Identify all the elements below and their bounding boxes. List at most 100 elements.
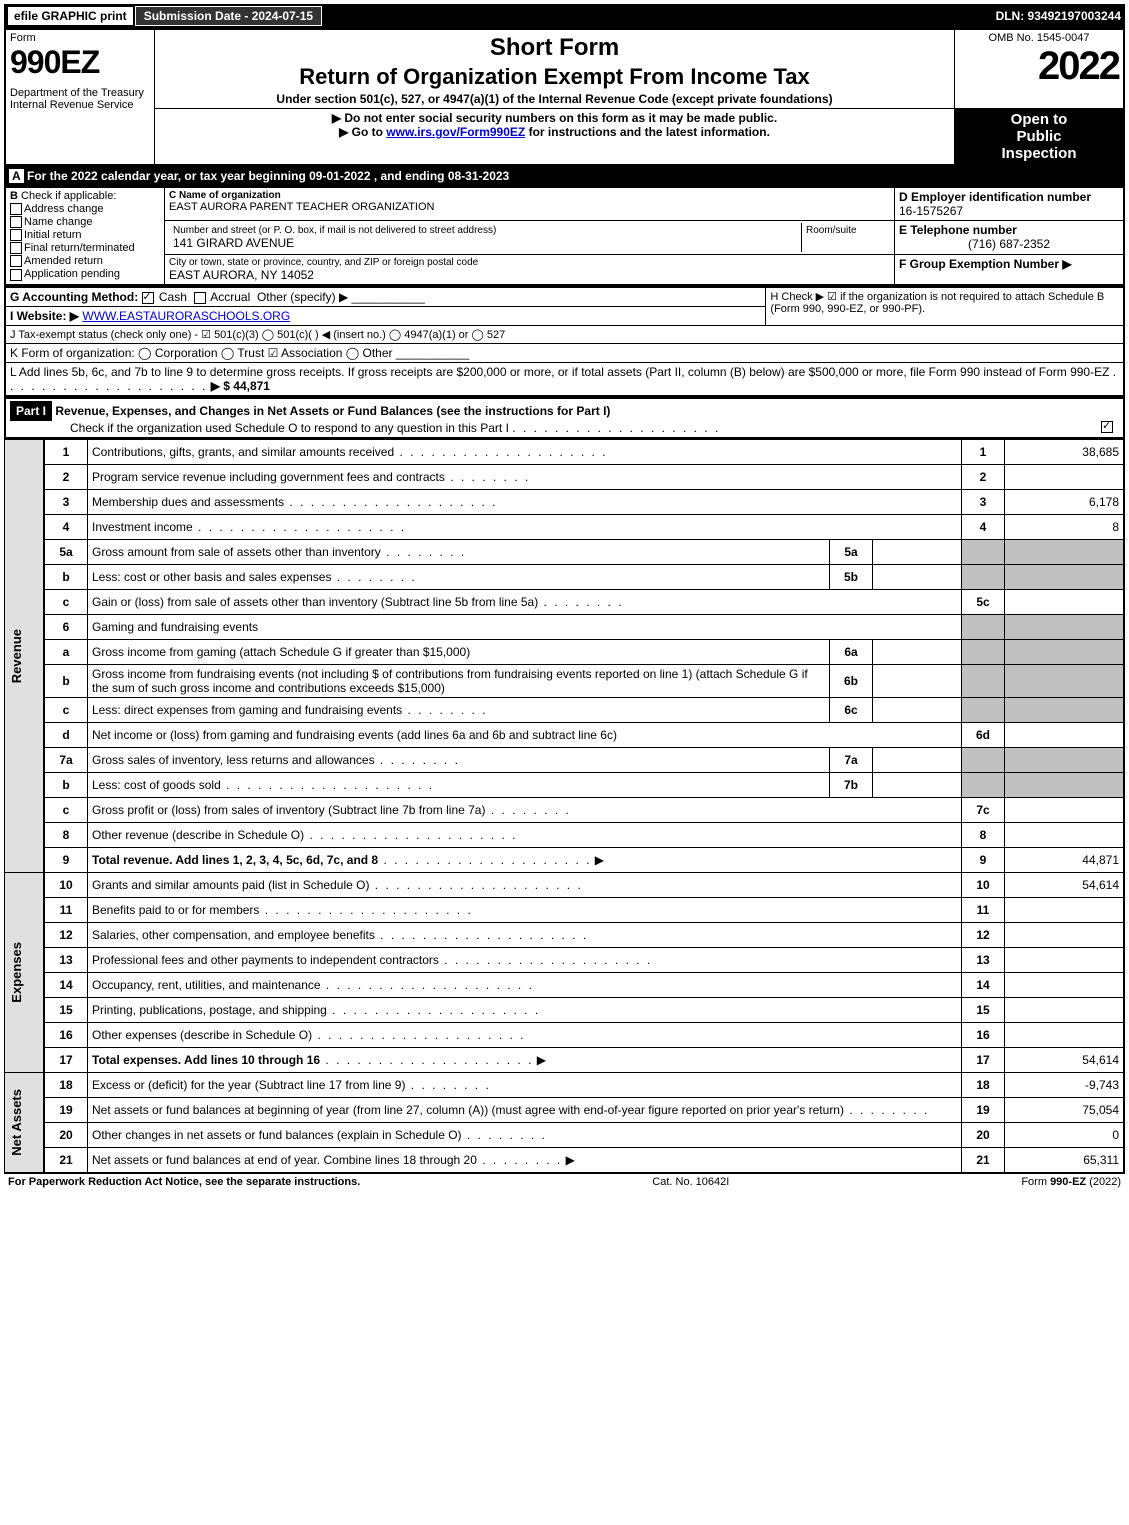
- line-6c-num: c: [44, 698, 88, 723]
- form-word: Form: [10, 32, 150, 44]
- cb-name-change[interactable]: [10, 216, 22, 228]
- line-7b-num: b: [44, 773, 88, 798]
- cb-initial-return[interactable]: [10, 229, 22, 241]
- line-7a-subval: [873, 748, 962, 773]
- line-18-num: 18: [44, 1073, 88, 1098]
- section-h-text: H Check ▶ ☑ if the organization is not r…: [770, 291, 1104, 315]
- cb-cash[interactable]: [142, 292, 154, 304]
- line-7a-sub: 7a: [830, 748, 873, 773]
- ghijkl-block: G Accounting Method: Cash Accrual Other …: [4, 286, 1125, 397]
- line-6b-sub: 6b: [830, 665, 873, 698]
- line-5c-num: c: [44, 590, 88, 615]
- footer: For Paperwork Reduction Act Notice, see …: [4, 1173, 1125, 1190]
- open-public-1: Open to: [959, 111, 1119, 128]
- line-6d-rnum: 6d: [962, 723, 1005, 748]
- cb-part1-schedule-o[interactable]: [1101, 421, 1113, 433]
- section-l-amount: ▶ $ 44,871: [211, 379, 270, 393]
- line-7a-rnum-grey: [962, 748, 1005, 773]
- line-13-num: 13: [44, 948, 88, 973]
- cb-application-pending-label: Application pending: [24, 268, 120, 280]
- line-2-desc: Program service revenue including govern…: [92, 470, 445, 484]
- ein-value: 16-1575267: [899, 204, 963, 218]
- cb-address-change-label: Address change: [24, 203, 104, 215]
- line-5b-subval: [873, 565, 962, 590]
- revenue-side-label: Revenue: [9, 629, 24, 683]
- line-11-desc: Benefits paid to or for members: [92, 903, 259, 917]
- part1-label: Part I: [10, 401, 52, 421]
- line-4-val: 8: [1005, 515, 1125, 540]
- efile-print-label[interactable]: efile GRAPHIC print: [8, 7, 133, 25]
- line-2-rnum: 2: [962, 465, 1005, 490]
- note-goto-pre: Go to: [352, 125, 387, 139]
- cb-amended-return[interactable]: [10, 255, 22, 267]
- line-3-num: 3: [44, 490, 88, 515]
- line-6-val-grey: [1005, 615, 1125, 640]
- subtitle: Under section 501(c), 527, or 4947(a)(1)…: [159, 92, 950, 106]
- room-label: Room/suite: [806, 225, 886, 236]
- line-8-desc: Other revenue (describe in Schedule O): [92, 828, 304, 842]
- part1-title: Revenue, Expenses, and Changes in Net As…: [55, 404, 610, 418]
- expenses-side-label: Expenses: [9, 942, 24, 1003]
- line-12-desc: Salaries, other compensation, and employ…: [92, 928, 375, 942]
- line-20-num: 20: [44, 1123, 88, 1148]
- section-g-label: G Accounting Method:: [10, 290, 138, 304]
- line-6c-sub: 6c: [830, 698, 873, 723]
- line-21-rnum: 21: [962, 1148, 1005, 1173]
- cb-final-return[interactable]: [10, 242, 22, 254]
- note-ssn: Do not enter social security numbers on …: [159, 111, 950, 125]
- cb-accrual[interactable]: [194, 292, 206, 304]
- line-5b-num: b: [44, 565, 88, 590]
- line-3-rnum: 3: [962, 490, 1005, 515]
- line-6-num: 6: [44, 615, 88, 640]
- line-5c-val: [1005, 590, 1125, 615]
- line-13-desc: Professional fees and other payments to …: [92, 953, 439, 967]
- line-9-num: 9: [44, 848, 88, 873]
- line-9-val: 44,871: [1005, 848, 1125, 873]
- footer-right-post: (2022): [1086, 1176, 1121, 1188]
- line-11-val: [1005, 898, 1125, 923]
- cb-application-pending[interactable]: [10, 269, 22, 281]
- line-6c-rnum-grey: [962, 698, 1005, 723]
- cb-address-change[interactable]: [10, 203, 22, 215]
- line-3-val: 6,178: [1005, 490, 1125, 515]
- line-3-desc: Membership dues and assessments: [92, 495, 284, 509]
- line-13-val: [1005, 948, 1125, 973]
- cb-final-return-label: Final return/terminated: [24, 242, 135, 254]
- section-a-text: For the 2022 calendar year, or tax year …: [27, 169, 509, 183]
- line-21-desc: Net assets or fund balances at end of ye…: [92, 1153, 477, 1167]
- website-link[interactable]: WWW.EASTAURORASCHOOLS.ORG: [82, 309, 290, 323]
- line-10-val: 54,614: [1005, 873, 1125, 898]
- open-public-3: Inspection: [959, 145, 1119, 162]
- line-6-desc: Gaming and fundraising events: [92, 620, 258, 634]
- line-6b-num: b: [44, 665, 88, 698]
- line-20-rnum: 20: [962, 1123, 1005, 1148]
- line-5b-desc: Less: cost or other basis and sales expe…: [92, 570, 331, 584]
- line-21-val: 65,311: [1005, 1148, 1125, 1173]
- irs-link[interactable]: www.irs.gov/Form990EZ: [386, 125, 525, 139]
- footer-right-pre: Form: [1021, 1176, 1050, 1188]
- line-16-num: 16: [44, 1023, 88, 1048]
- part1-check-note: Check if the organization used Schedule …: [70, 421, 509, 435]
- cb-other-label: Other (specify) ▶: [257, 290, 348, 304]
- omb-number: OMB No. 1545-0047: [959, 32, 1119, 44]
- line-16-val: [1005, 1023, 1125, 1048]
- addr-label: Number and street (or P. O. box, if mail…: [173, 225, 797, 236]
- footer-catno: Cat. No. 10642I: [652, 1176, 729, 1188]
- line-7c-val: [1005, 798, 1125, 823]
- line-2-num: 2: [44, 465, 88, 490]
- identity-block: B Check if applicable: Address change Na…: [4, 186, 1125, 286]
- line-7a-num: 7a: [44, 748, 88, 773]
- line-6b-subval: [873, 665, 962, 698]
- footer-right: Form 990-EZ (2022): [1021, 1176, 1121, 1188]
- line-18-desc: Excess or (deficit) for the year (Subtra…: [92, 1078, 405, 1092]
- line-15-num: 15: [44, 998, 88, 1023]
- org-name: EAST AURORA PARENT TEACHER ORGANIZATION: [169, 201, 890, 213]
- line-5a-desc: Gross amount from sale of assets other t…: [92, 545, 381, 559]
- line-14-rnum: 14: [962, 973, 1005, 998]
- short-form-title: Short Form: [159, 34, 950, 62]
- line-5c-rnum: 5c: [962, 590, 1005, 615]
- line-10-num: 10: [44, 873, 88, 898]
- line-5a-sub: 5a: [830, 540, 873, 565]
- line-12-val: [1005, 923, 1125, 948]
- line-21-num: 21: [44, 1148, 88, 1173]
